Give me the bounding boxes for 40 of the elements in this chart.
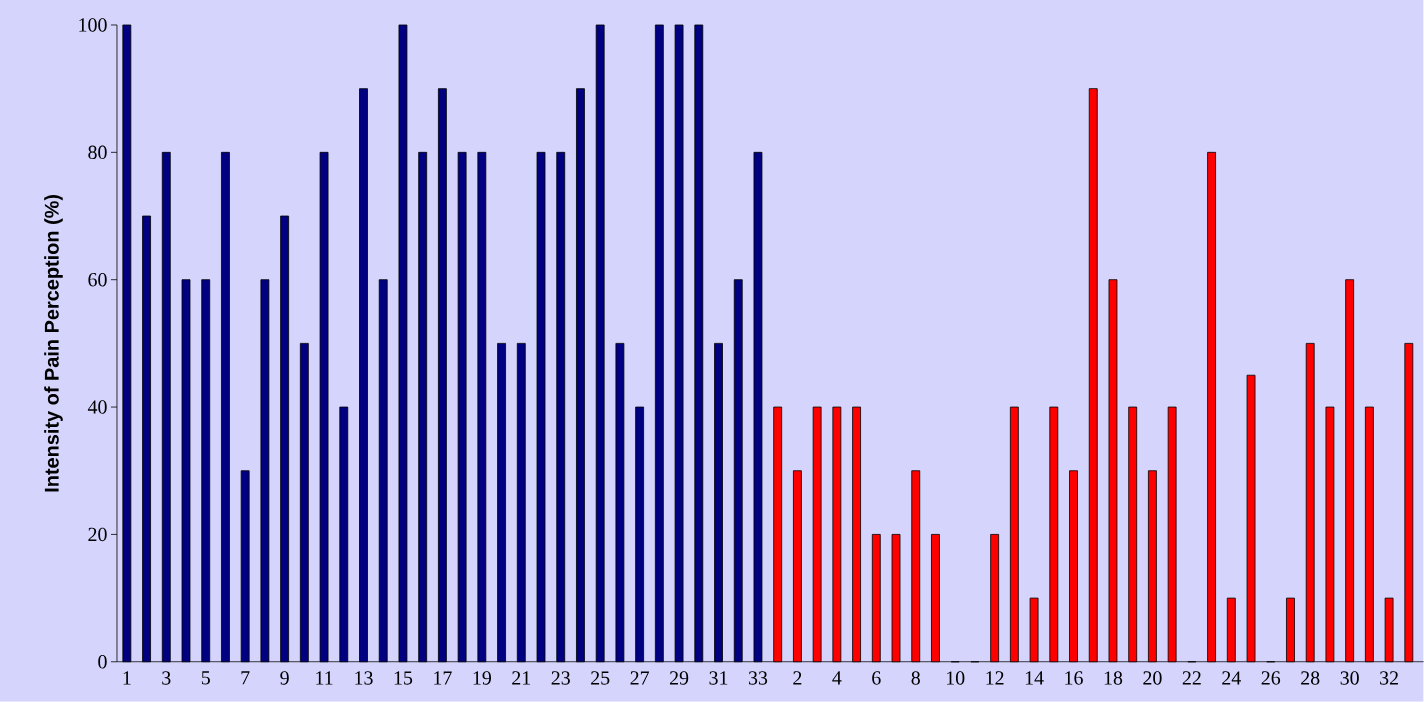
x-tick-label: 2: [793, 671, 802, 685]
x-tick-label: 3: [162, 671, 171, 685]
x-tick-label: 24: [1222, 671, 1241, 685]
x-tick-label: 7: [241, 671, 250, 685]
x-tick-label: 5: [201, 671, 210, 685]
x-tick-label: 30: [1340, 671, 1359, 685]
x-tick-label: 9: [280, 671, 289, 685]
x-tick-label: 20: [1143, 671, 1162, 685]
x-tick-label: 13: [355, 671, 373, 685]
x-tick-label: 15: [394, 671, 413, 685]
x-tick-label: 1: [123, 671, 131, 685]
x-tick-label: 6: [872, 671, 881, 685]
x-tick-label: 29: [669, 671, 689, 685]
y-tick-label: 100: [79, 18, 107, 32]
x-tick-label: 22: [1182, 671, 1201, 685]
y-tick-label: 80: [88, 145, 107, 160]
x-tick-label: 4: [832, 671, 842, 685]
x-tick-label: 12: [986, 671, 1004, 685]
x-tick-label: 28: [1301, 671, 1320, 685]
x-tick-label: 10: [946, 671, 965, 685]
x-tick-label: 25: [591, 671, 610, 685]
x-tick-label: 32: [1380, 671, 1398, 685]
x-tick-label: 26: [1261, 671, 1281, 685]
x-tick-label: 19: [473, 671, 491, 685]
x-tick-label: 18: [1104, 671, 1123, 685]
x-tick-label: 11: [316, 671, 333, 685]
x-tick-label: 31: [709, 671, 728, 685]
x-tick-label: 8: [911, 671, 920, 685]
x-tick-label: 21: [512, 671, 531, 685]
y-tick-label: 60: [88, 273, 107, 287]
x-tick-label: 16: [1065, 671, 1083, 685]
x-tick-label: 14: [1025, 671, 1044, 685]
x-tick-label: 17: [434, 671, 452, 685]
y-tick-label: 20: [88, 527, 107, 542]
x-tick-label: 33: [748, 671, 768, 685]
y-axis-title: Intensity of Pain Perception (%): [44, 195, 63, 492]
x-tick-label: 23: [551, 671, 570, 685]
y-tick-label: 40: [87, 400, 107, 414]
y-tick-label: 0: [98, 655, 107, 669]
x-tick-label: 27: [630, 671, 650, 685]
